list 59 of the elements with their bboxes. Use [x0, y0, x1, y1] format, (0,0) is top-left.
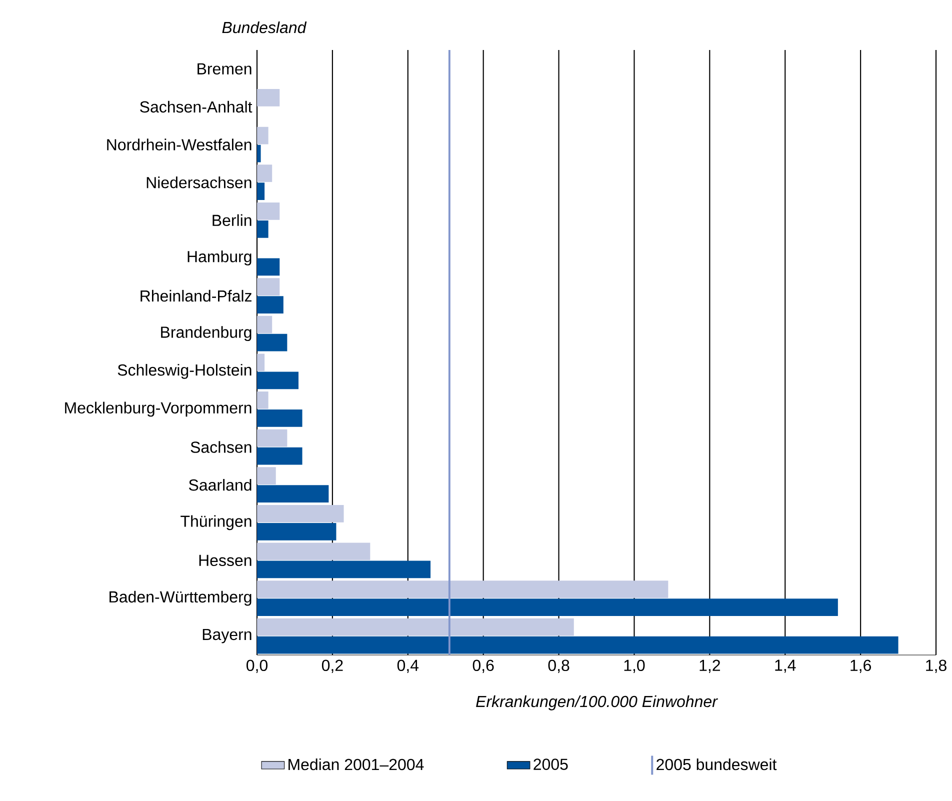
- y-tick-label: Sachsen: [190, 441, 252, 453]
- x-axis-title: Erkrankungen/100.000 Einwohner: [476, 695, 718, 710]
- bar: [257, 505, 344, 522]
- bar: [257, 182, 265, 200]
- bar: [257, 354, 265, 372]
- bar: [257, 542, 370, 560]
- bar: [257, 258, 280, 276]
- bar: [257, 636, 898, 654]
- bar: [257, 392, 268, 409]
- legend-label: 2005 bundesweit: [656, 758, 777, 770]
- x-tick-label: 1,2: [700, 660, 720, 673]
- bar: [257, 410, 302, 427]
- bar: [257, 522, 336, 540]
- y-tick-label: Mecklenburg-Vorpommern: [65, 402, 252, 417]
- legend-label: 2005: [534, 758, 568, 770]
- x-tick-label: 0,6: [472, 660, 494, 673]
- bar: [257, 485, 329, 503]
- x-tick-label: 1,4: [775, 660, 796, 673]
- legend-label: Median 2001–2004: [288, 758, 424, 770]
- bar: [257, 278, 280, 296]
- y-tick-label: Bremen: [198, 63, 252, 74]
- bar: [257, 598, 838, 616]
- bar: [257, 316, 272, 334]
- x-tick-label: 0,4: [397, 660, 419, 673]
- bar: [257, 89, 280, 106]
- y-tick-label: Bayern: [202, 628, 252, 644]
- y-tick-label: Hessen: [199, 554, 252, 566]
- y-tick-label: Thüringen: [180, 515, 252, 530]
- bar: [257, 618, 574, 636]
- bar: [257, 126, 268, 144]
- y-tick-label: Hamburg: [188, 250, 252, 266]
- bar: [257, 372, 298, 390]
- x-tick-label: 0,2: [322, 660, 343, 673]
- x-tick-label: 0,8: [548, 660, 570, 673]
- bar: [257, 560, 431, 578]
- bar: [257, 144, 261, 162]
- bar: [257, 296, 284, 314]
- y-tick-label: Baden-Württemberg: [110, 590, 252, 606]
- y-tick-label: Schleswig-Holstein: [118, 364, 252, 379]
- y-tick-label: Brandenburg: [161, 326, 252, 342]
- y-tick-label: Berlin: [212, 214, 252, 226]
- bar: [257, 447, 302, 465]
- x-tick-label: 1,8: [926, 660, 946, 673]
- x-tick-label: 1,0: [624, 660, 645, 673]
- y-axis-title: Bundesland: [222, 21, 307, 34]
- y-tick-label: Nordrhein-Westfalen: [107, 138, 252, 150]
- bar: [257, 429, 288, 447]
- y-tick-label: Rheinland-Pfalz: [140, 290, 252, 302]
- x-tick-label: 1,6: [850, 660, 871, 673]
- x-tick-label: 0,0: [246, 660, 268, 673]
- bar: [257, 220, 268, 238]
- bar: [257, 467, 276, 485]
- bar: [257, 580, 668, 598]
- bar: [257, 334, 288, 352]
- bar: [257, 164, 272, 182]
- y-tick-label: Niedersachsen: [146, 176, 252, 188]
- y-tick-label: Sachsen-Anhalt: [140, 100, 252, 113]
- bar: [257, 202, 280, 220]
- y-tick-label: Saarland: [188, 478, 252, 491]
